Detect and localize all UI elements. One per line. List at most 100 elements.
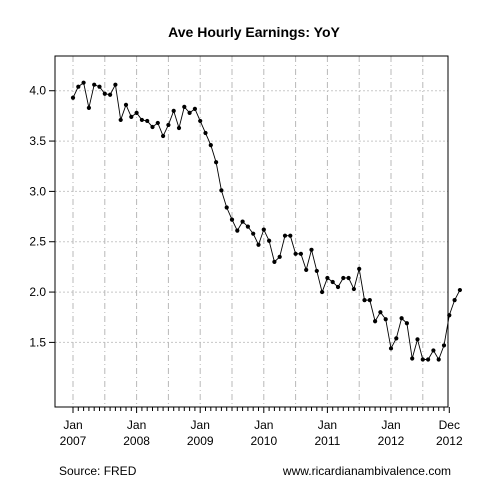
data-point bbox=[235, 228, 240, 233]
data-point bbox=[113, 82, 118, 87]
data-point bbox=[70, 95, 76, 100]
data-point bbox=[155, 120, 160, 126]
data-point bbox=[373, 319, 378, 324]
grid bbox=[55, 56, 448, 407]
data-point bbox=[383, 317, 388, 322]
data-point bbox=[277, 254, 282, 259]
data-point bbox=[426, 357, 431, 362]
data-point bbox=[378, 310, 383, 315]
site-credit: www.ricardianambivalence.com bbox=[282, 464, 451, 478]
data-point bbox=[441, 343, 447, 348]
data-point bbox=[351, 286, 356, 292]
x-tick-label-month: Jan bbox=[318, 418, 337, 432]
data-point bbox=[420, 357, 425, 362]
data-point bbox=[330, 279, 335, 285]
data-point bbox=[240, 219, 245, 224]
data-point bbox=[192, 106, 197, 111]
data-point bbox=[229, 217, 235, 222]
data-point bbox=[176, 125, 182, 131]
data-point bbox=[108, 92, 113, 97]
data-point bbox=[261, 227, 266, 232]
x-axis: Jan 2007 Jan 2008 Jan 2009 Jan 2010 Jan 2011 Jan 20… bbox=[60, 407, 463, 448]
data-point bbox=[457, 287, 462, 293]
data-point bbox=[357, 266, 362, 272]
data-point bbox=[415, 337, 420, 342]
data-point bbox=[198, 118, 203, 124]
y-tick-label: 2.5 bbox=[29, 235, 46, 249]
data-point bbox=[161, 133, 166, 139]
data-point bbox=[282, 233, 288, 238]
data-point bbox=[320, 289, 325, 295]
data-point bbox=[267, 238, 272, 243]
data-point bbox=[256, 242, 261, 247]
data-point bbox=[208, 142, 213, 148]
x-tick-label-year: 2009 bbox=[187, 434, 214, 448]
x-tick-label-month: Jan bbox=[63, 418, 82, 432]
x-tick-label-month: Jan bbox=[381, 418, 400, 432]
data-point bbox=[245, 224, 250, 229]
x-tick-label-month: Jan bbox=[191, 418, 210, 432]
data-point bbox=[134, 110, 139, 115]
data-point bbox=[325, 275, 330, 281]
data-point bbox=[431, 348, 436, 353]
data-point bbox=[97, 84, 102, 89]
x-tick-label-year: 2010 bbox=[250, 434, 277, 448]
data-point bbox=[404, 321, 409, 326]
data-point bbox=[298, 251, 303, 256]
data-point bbox=[139, 117, 144, 123]
data-point bbox=[214, 160, 219, 165]
data-point bbox=[388, 346, 394, 351]
data-point bbox=[314, 268, 319, 274]
data-point bbox=[335, 284, 341, 290]
x-tick-label-year: 2007 bbox=[60, 434, 87, 448]
y-tick-label: 1.5 bbox=[29, 335, 46, 349]
x-tick-label-year: 2012 bbox=[436, 434, 463, 448]
data-point bbox=[76, 84, 81, 89]
y-tick-label: 3.0 bbox=[29, 184, 46, 198]
x-tick-label-year: 2011 bbox=[314, 434, 340, 448]
data-point bbox=[187, 110, 192, 115]
data-point bbox=[293, 251, 298, 256]
data-point bbox=[150, 124, 155, 130]
plot-frame bbox=[54, 55, 449, 408]
data-point bbox=[118, 117, 123, 123]
data-point bbox=[92, 82, 97, 87]
data-point bbox=[123, 102, 129, 107]
data-point bbox=[251, 231, 256, 236]
y-tick-label: 2.0 bbox=[29, 285, 46, 299]
data-point bbox=[362, 298, 367, 303]
data-point bbox=[145, 118, 150, 124]
data-point bbox=[288, 233, 293, 238]
data-point bbox=[410, 356, 415, 361]
data-point bbox=[219, 188, 224, 193]
data-point bbox=[171, 108, 176, 113]
data-point bbox=[182, 104, 187, 109]
data-point bbox=[341, 275, 346, 281]
data-point bbox=[346, 275, 351, 281]
data-point bbox=[129, 114, 134, 120]
y-tick-label: 3.5 bbox=[29, 134, 46, 148]
data-point bbox=[309, 247, 314, 252]
data-point bbox=[304, 267, 309, 273]
x-tick-label-year: 2012 bbox=[378, 434, 405, 448]
data-point bbox=[86, 105, 91, 110]
x-tick-label-month: Jan bbox=[127, 418, 146, 432]
data-point bbox=[367, 298, 372, 303]
source-note: Source: FRED bbox=[59, 464, 137, 478]
data-point bbox=[166, 122, 171, 128]
x-tick-label-year: 2008 bbox=[123, 434, 150, 448]
series bbox=[70, 80, 462, 362]
data-point bbox=[399, 316, 404, 321]
data-point bbox=[452, 298, 457, 303]
data-point bbox=[436, 357, 441, 362]
x-tick-label-month: Dec bbox=[439, 418, 460, 432]
y-axis: 1.5 2.0 2.5 3.0 3.5 4.0 bbox=[29, 84, 55, 349]
data-point bbox=[394, 336, 399, 341]
y-tick-label: 4.0 bbox=[29, 84, 46, 98]
x-tick-label-month: Jan bbox=[254, 418, 273, 432]
data-point bbox=[224, 205, 229, 210]
data-point bbox=[102, 91, 107, 96]
chart-title: Ave Hourly Earnings: YoY bbox=[168, 24, 340, 40]
data-point bbox=[272, 259, 277, 264]
